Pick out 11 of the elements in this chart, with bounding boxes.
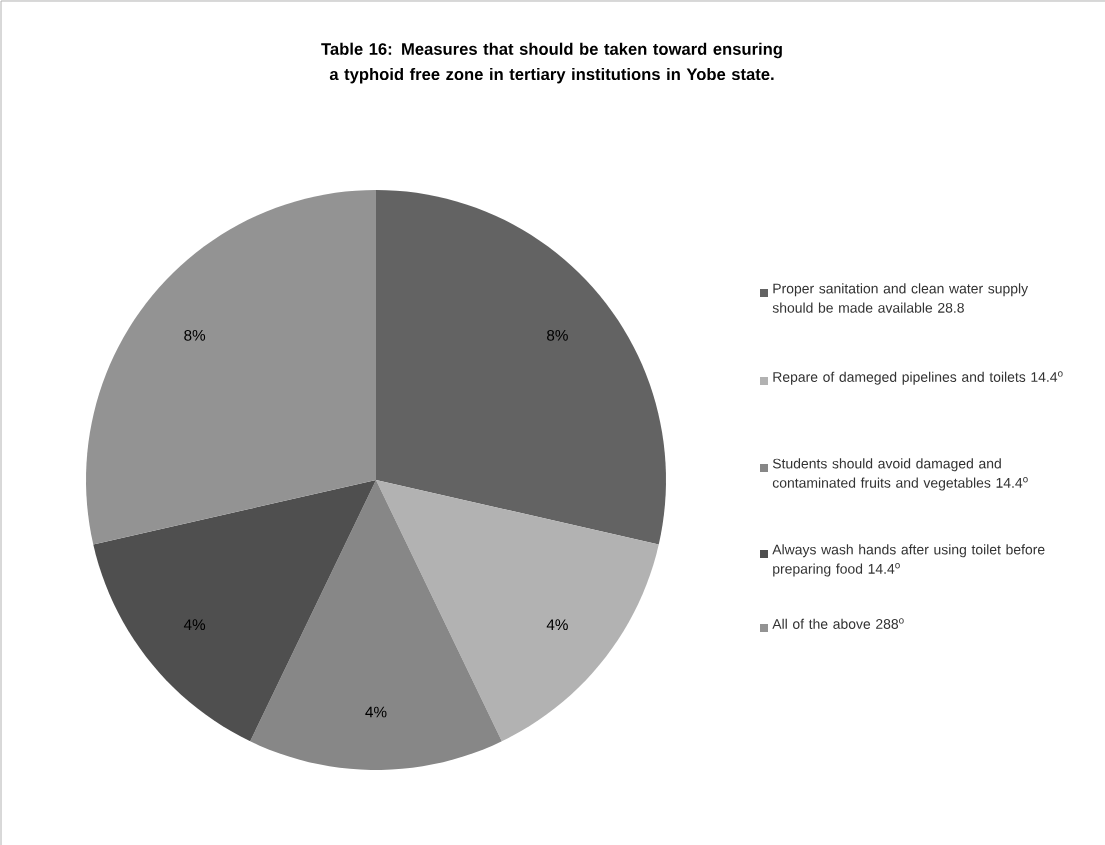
data-label: 8% [184, 329, 206, 341]
data-label: 4% [365, 706, 387, 718]
chart-title: Table 16: Measures that should be taken toward ensuring a typhoid free zone in tertiary institutions in Yobe state. [321, 42, 782, 84]
legend-label: Students should avoid damaged and contaminated fruits and vegetables 14.4$^{o}$ [772, 458, 1028, 491]
data-label: 4% [546, 619, 568, 630]
legend-label: Proper sanitation and clean water supply should be made available 28.8 [772, 283, 1029, 313]
data-label: 8% [547, 329, 568, 341]
legend-label: Repare of dameged pipelines and toilets 14.4$^{o}$ [773, 371, 1063, 385]
legend-label: All of the above 288$^{o}$ [772, 618, 904, 629]
data-label: 4% [183, 619, 206, 630]
legend-label: Always wash hands after using toilet before preparing food 14.4$^{o}$ [772, 544, 1045, 577]
